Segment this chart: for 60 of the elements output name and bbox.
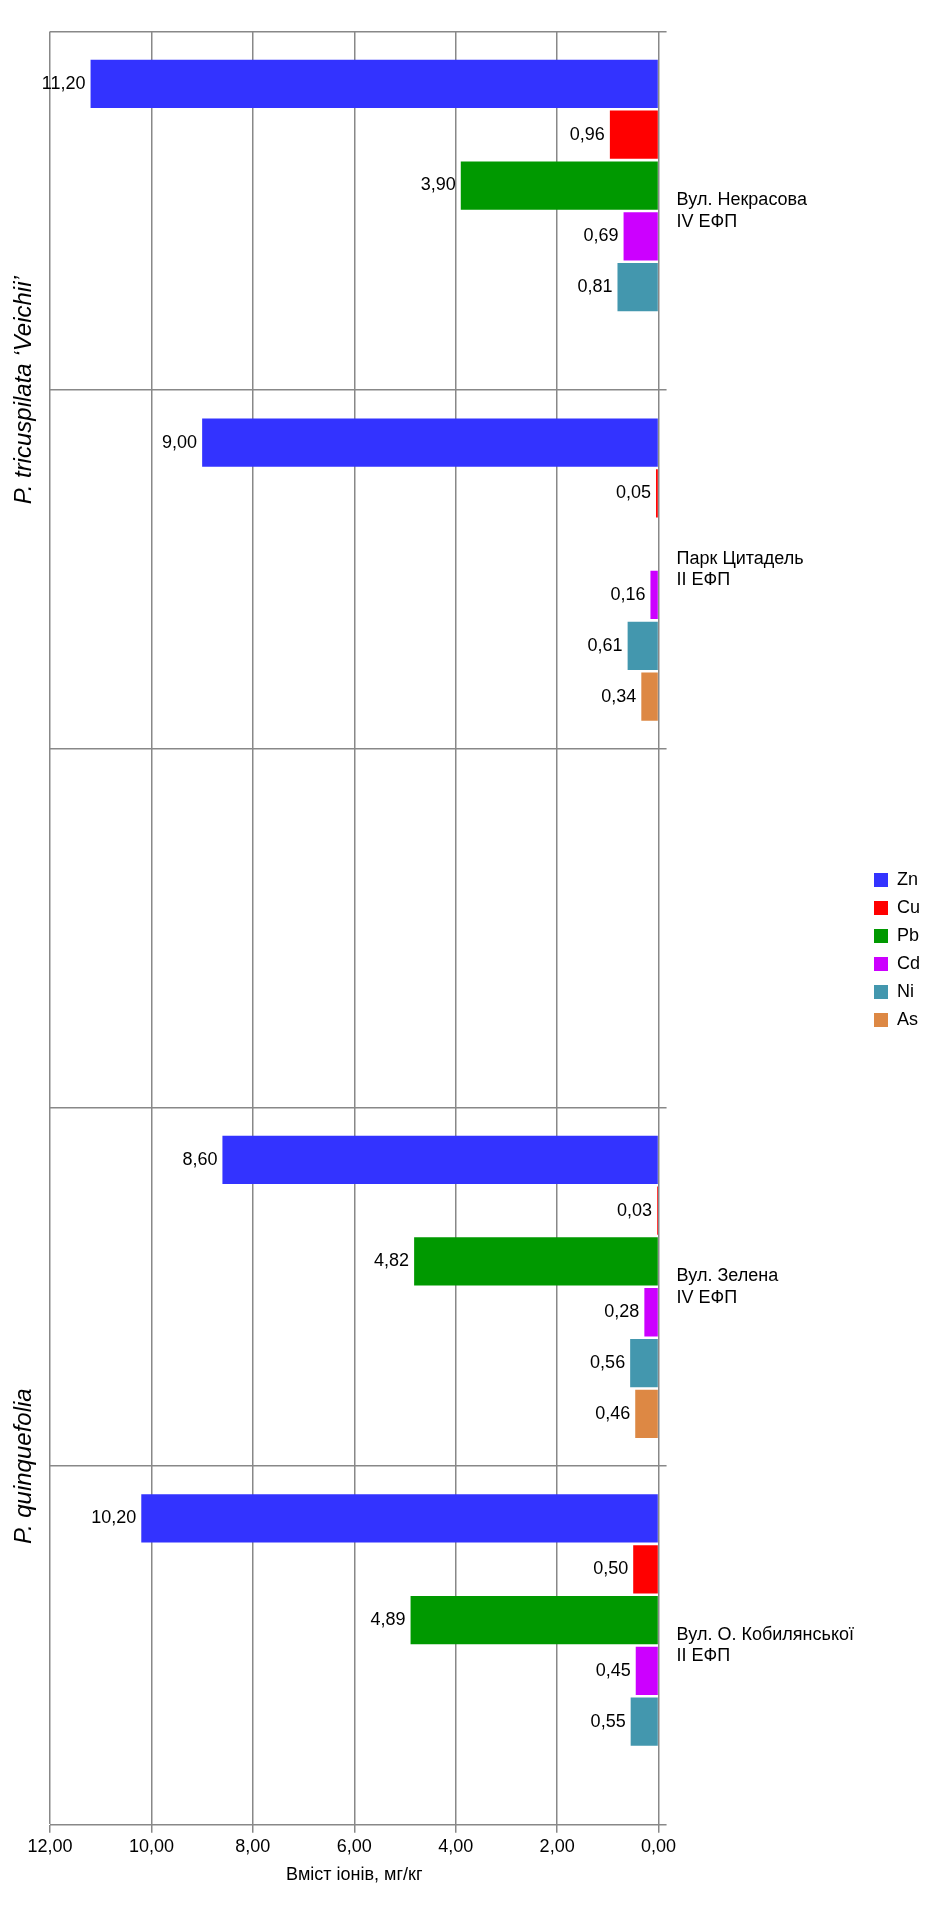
data-label: 4,82 [374, 1250, 410, 1271]
bar [222, 1135, 658, 1184]
bar [630, 1338, 658, 1388]
text: P. tricuspilata ‘Veichii’ [8, 275, 36, 505]
data-label: 10,20 [91, 1507, 137, 1528]
data-label: 0,96 [569, 123, 605, 144]
data-label: 0,56 [590, 1352, 626, 1373]
x-tick-label: 12,00 [27, 1835, 73, 1856]
data-label: 4,89 [370, 1609, 406, 1630]
data-label: 0,34 [601, 685, 637, 706]
x-tick-label: 4,00 [438, 1835, 474, 1856]
data-label: 0,55 [590, 1710, 626, 1731]
bar [410, 1595, 658, 1645]
bar [650, 570, 658, 620]
legend-label: Cu [896, 896, 921, 917]
data-label: 3,90 [420, 174, 456, 195]
data-label: 11,20 [41, 72, 86, 93]
data-label: 9,00 [162, 431, 198, 452]
data-label: 0,61 [587, 634, 623, 655]
data-label: 0,81 [577, 276, 613, 297]
bar [627, 621, 658, 670]
x-tick-label: 0,00 [641, 1835, 677, 1856]
x-axis-title: Вміст іонів, мг/кг [286, 1864, 423, 1885]
legend-label: Cd [896, 952, 921, 973]
legend-label: Zn [896, 868, 919, 889]
x-tick-label: 6,00 [336, 1835, 372, 1856]
x-tick-label: 2,00 [539, 1835, 575, 1856]
data-label: 8,60 [182, 1148, 218, 1169]
x-tick-label: 8,00 [235, 1835, 271, 1856]
bar [414, 1237, 658, 1286]
x-tick-label: 10,00 [128, 1835, 174, 1856]
data-label: 0,45 [595, 1659, 631, 1680]
text: P. quinquefolia [8, 1388, 36, 1545]
data-label: 0,16 [610, 583, 646, 604]
data-label: 0,50 [593, 1558, 629, 1579]
bar [202, 418, 658, 467]
data-label: 0,03 [616, 1199, 653, 1220]
bar [635, 1389, 658, 1438]
legend-label: As [896, 1008, 919, 1029]
bar [90, 59, 658, 109]
legend-label: Ni [896, 980, 914, 1001]
bar [609, 110, 658, 159]
bar [623, 212, 658, 261]
y-tick-label: Парк Цитадель II ЕФП [676, 547, 804, 590]
data-label: 0,46 [595, 1402, 631, 1423]
bar [635, 1646, 658, 1696]
bar [460, 161, 658, 210]
data-label: 0,28 [604, 1301, 640, 1322]
bar [141, 1494, 658, 1543]
y-tick-label: Вул. О. Кобилянської II ЕФП [676, 1623, 854, 1666]
y-tick-label: Вул. Некрасова IV ЕФП [676, 189, 808, 231]
data-label: 0,69 [583, 225, 619, 246]
y-tick-label: Вул. Зелена IV ЕФП [676, 1265, 780, 1307]
bar [641, 672, 658, 721]
data-label: 0,05 [615, 482, 652, 503]
legend-label: Pb [896, 924, 920, 945]
bar [633, 1545, 658, 1594]
bar [644, 1288, 658, 1337]
bar [617, 263, 658, 312]
bar [630, 1697, 658, 1746]
